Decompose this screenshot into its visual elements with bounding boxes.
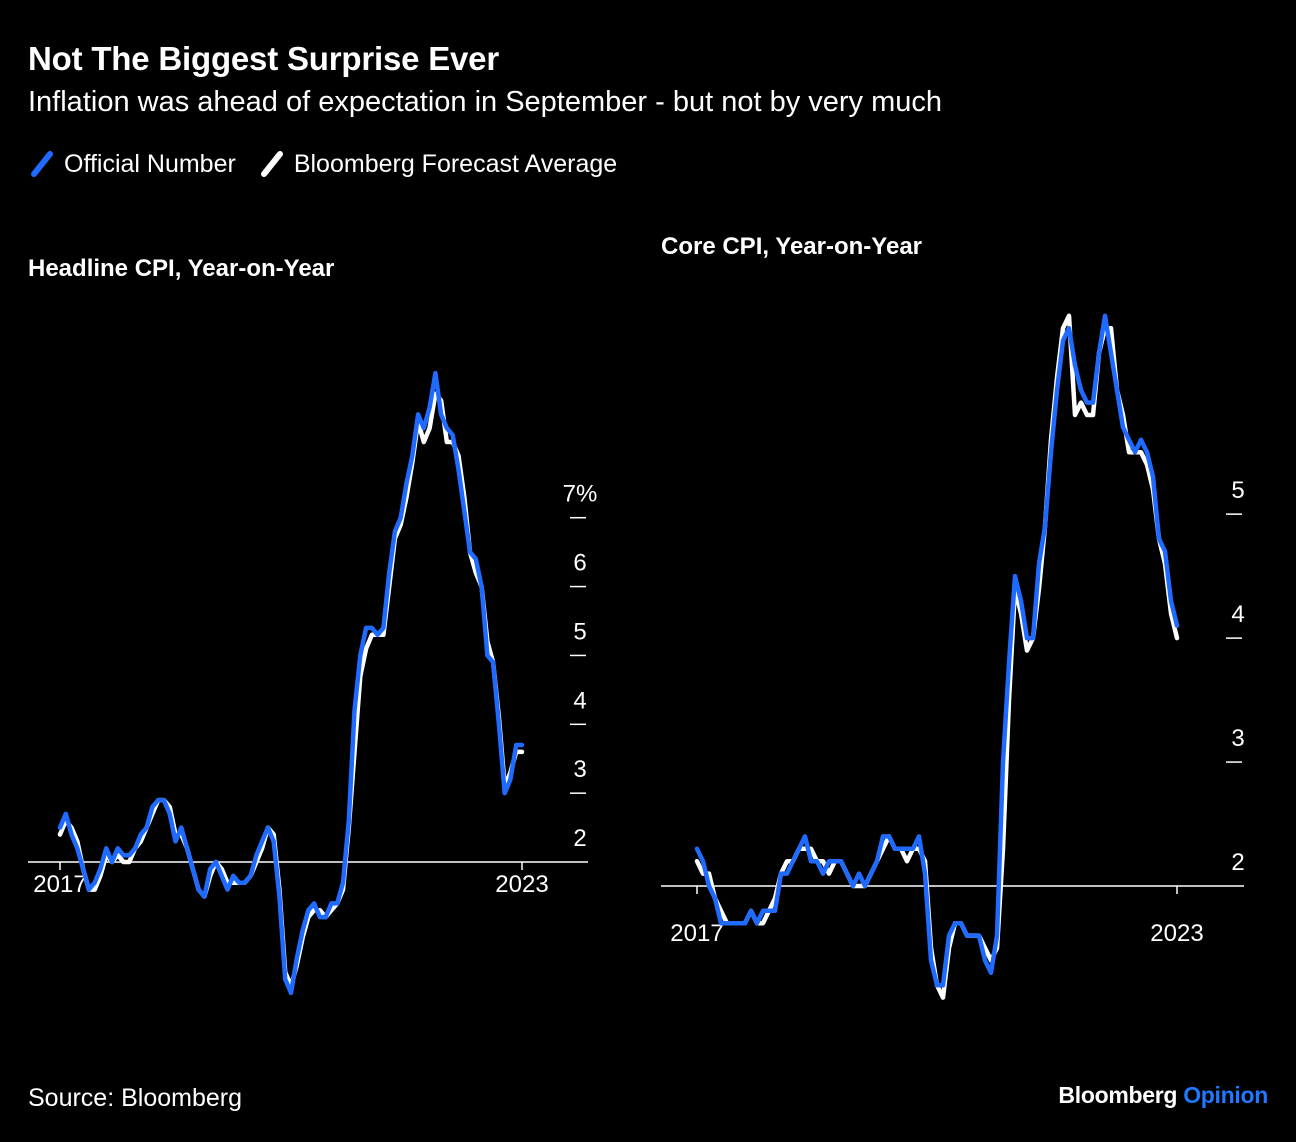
legend-swatch-official-icon bbox=[31, 151, 53, 177]
legend-label-forecast: Bloomberg Forecast Average bbox=[293, 149, 618, 178]
source-note: Source: Bloomberg bbox=[28, 1084, 243, 1112]
x-tick-label-1-0: 2017 bbox=[670, 920, 723, 947]
x-tick-label-0-1: 2023 bbox=[495, 871, 548, 898]
chart-subtitle: Inflation was ahead of expectation in Se… bbox=[28, 86, 943, 118]
y-tick-label-0-5: 7% bbox=[563, 481, 598, 508]
panel-title-0: Headline CPI, Year-on-Year bbox=[28, 255, 334, 282]
x-tick-label-1-1: 2023 bbox=[1150, 920, 1203, 947]
y-tick-label-1-3: 5 bbox=[1231, 477, 1244, 504]
legend: Official Number Bloomberg Forecast Avera… bbox=[28, 148, 639, 180]
legend-label-official: Official Number bbox=[64, 149, 236, 178]
series-line-forecast-0 bbox=[57, 391, 525, 989]
y-tick-label-1-2: 4 bbox=[1231, 601, 1244, 628]
y-tick-label-0-2: 4 bbox=[573, 687, 586, 714]
series-line-official-1 bbox=[694, 313, 1180, 988]
y-tick-label-1-1: 3 bbox=[1231, 725, 1244, 752]
legend-swatch-official-mark bbox=[31, 151, 53, 177]
legend-swatch-forecast-icon bbox=[260, 151, 283, 177]
y-tick-label-0-0: 2 bbox=[573, 825, 586, 852]
y-tick-label-0-3: 5 bbox=[573, 618, 586, 645]
y-tick-label-0-4: 6 bbox=[573, 550, 586, 577]
x-tick-label-0-0: 2017 bbox=[33, 871, 86, 898]
panel-title-1: Core CPI, Year-on-Year bbox=[661, 233, 922, 260]
series-line-official-0 bbox=[57, 370, 525, 996]
chart-title: Not The Biggest Surprise Ever bbox=[28, 40, 499, 77]
legend-item-official: Official Number bbox=[28, 148, 236, 180]
brand-name: Bloomberg bbox=[1058, 1082, 1178, 1108]
legend-item-forecast: Bloomberg Forecast Average bbox=[258, 148, 617, 180]
brand-suffix: Opinion bbox=[1183, 1082, 1268, 1108]
series-line-forecast-1 bbox=[694, 313, 1180, 1000]
y-tick-label-1-0: 2 bbox=[1231, 849, 1244, 876]
legend-swatch-forecast-mark bbox=[260, 151, 283, 177]
y-tick-label-0-1: 3 bbox=[573, 756, 586, 783]
brand-logo: Bloomberg Opinion bbox=[1058, 1082, 1268, 1109]
